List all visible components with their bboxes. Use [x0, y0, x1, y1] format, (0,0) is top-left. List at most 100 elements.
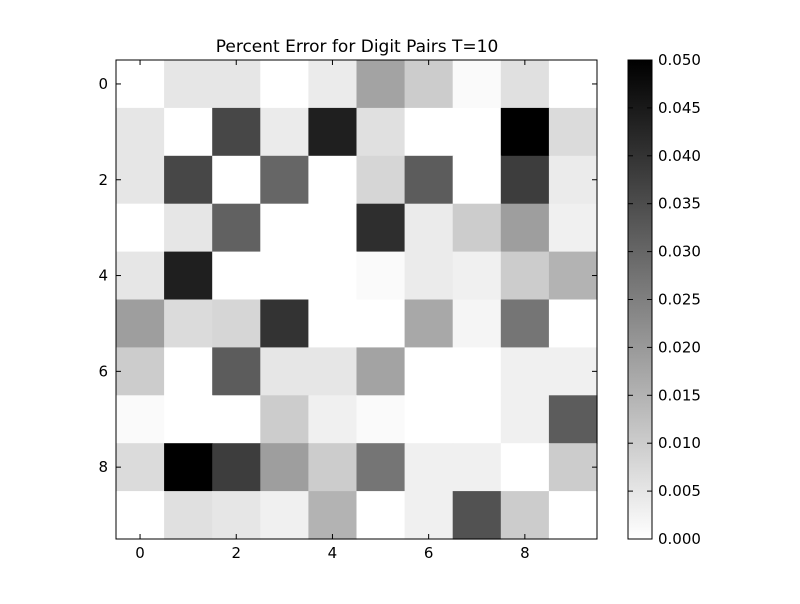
heatmap-cell [500, 491, 550, 540]
heatmap-cell [212, 107, 261, 157]
heatmap-cell [452, 443, 502, 492]
heatmap-cell [548, 60, 598, 109]
heatmap-cell [260, 60, 309, 109]
heatmap-cell [164, 203, 213, 253]
heatmap-cell [404, 251, 454, 301]
colorbar-tick-label: 0.035 [658, 195, 701, 213]
heatmap-cell [116, 251, 165, 301]
heatmap-cell [116, 491, 165, 540]
y-tick-label: 0 [98, 75, 108, 93]
heatmap-cell [308, 203, 358, 253]
heatmap-cell [116, 299, 165, 348]
heatmap-cell [164, 60, 213, 109]
heatmap-cell [116, 395, 165, 444]
heatmap-cell [164, 395, 213, 444]
heatmap-cell [404, 299, 454, 348]
heatmap-cell [452, 60, 502, 109]
y-tick-label: 4 [98, 267, 108, 285]
heatmap-cell [548, 155, 598, 205]
colorbar-tick-label: 0.030 [658, 243, 701, 261]
heatmap-cell [404, 155, 454, 205]
heatmap-cell [500, 299, 550, 348]
colorbar-tick-label: 0.025 [658, 291, 701, 309]
heatmap-cell [548, 395, 598, 444]
heatmap-cell [116, 443, 165, 492]
heatmap-cell [404, 203, 454, 253]
colorbar-tick-label: 0.010 [658, 434, 701, 452]
heatmap-cell [260, 107, 309, 157]
y-tick-label: 2 [98, 171, 108, 189]
heatmap-cell [500, 107, 550, 157]
heatmap-cell [500, 203, 550, 253]
heatmap-cell [308, 155, 358, 205]
y-tick-label: 8 [98, 458, 108, 476]
heatmap-cell [212, 491, 261, 540]
heatmap-cell [548, 347, 598, 396]
chart-title: Percent Error for Digit Pairs T=10 [216, 37, 499, 57]
heatmap-cell [308, 60, 358, 109]
heatmap-cell [260, 443, 309, 492]
heatmap-cell [356, 443, 406, 492]
heatmap-cell [212, 155, 261, 205]
heatmap-cell [500, 251, 550, 301]
colorbar-tick-label: 0.040 [658, 147, 701, 165]
colorbar-tick-label: 0.000 [658, 530, 701, 548]
heatmap-cell [260, 299, 309, 348]
y-tick-label: 6 [98, 362, 108, 380]
heatmap-cell [164, 443, 213, 492]
y-axis: 0 2 4 6 8 [98, 75, 597, 476]
x-axis: 0 2 4 6 8 [135, 60, 530, 562]
colorbar-tick-label: 0.045 [658, 99, 701, 117]
heatmap-cell [260, 347, 309, 396]
colorbar-tick-label: 0.020 [658, 338, 701, 356]
heatmap-cell [452, 107, 502, 157]
heatmap-cell [212, 443, 261, 492]
heatmap-cell [500, 347, 550, 396]
x-tick-label: 2 [231, 544, 241, 562]
heatmap-cell [212, 251, 261, 301]
heatmap-cell [548, 443, 598, 492]
heatmap-cell [356, 299, 406, 348]
heatmap-cell [308, 251, 358, 301]
heatmap-cell [116, 60, 165, 109]
colorbar-tick-label: 0.015 [658, 386, 701, 404]
heatmap-cell [260, 203, 309, 253]
heatmap-cell [260, 491, 309, 540]
heatmap-cell [548, 299, 598, 348]
heatmap-cell [212, 203, 261, 253]
heatmap-cell [452, 155, 502, 205]
heatmap-cell [164, 251, 213, 301]
heatmap-cell [164, 347, 213, 396]
heatmap-cell [404, 395, 454, 444]
heatmap-cell [452, 347, 502, 396]
heatmap-cell [164, 107, 213, 157]
heatmap-cell [308, 395, 358, 444]
heatmap-cell [116, 107, 165, 157]
heatmap-cell [116, 203, 165, 253]
heatmap-cell [308, 443, 358, 492]
heatmap-cell [308, 491, 358, 540]
heatmap-cell [308, 107, 358, 157]
heatmap-cell [452, 299, 502, 348]
x-tick-label: 6 [424, 544, 434, 562]
heatmap-cell [116, 155, 165, 205]
plot-frame [115, 59, 598, 540]
heatmap-cell [404, 347, 454, 396]
heatmap-cell [260, 251, 309, 301]
heatmap-cell [500, 443, 550, 492]
heatmap-cell [356, 155, 406, 205]
heatmap-cell [548, 251, 598, 301]
heatmap-cells [116, 60, 598, 540]
heatmap-cell [164, 491, 213, 540]
heatmap-cell [404, 443, 454, 492]
x-tick-label: 0 [135, 544, 145, 562]
heatmap-cell [404, 491, 454, 540]
heatmap-cell [356, 395, 406, 444]
heatmap-cell [356, 60, 406, 109]
heatmap-cell [308, 347, 358, 396]
heatmap-cell [212, 395, 261, 444]
colorbar-tick-label: 0.050 [658, 51, 701, 69]
x-tick-label: 8 [520, 544, 530, 562]
